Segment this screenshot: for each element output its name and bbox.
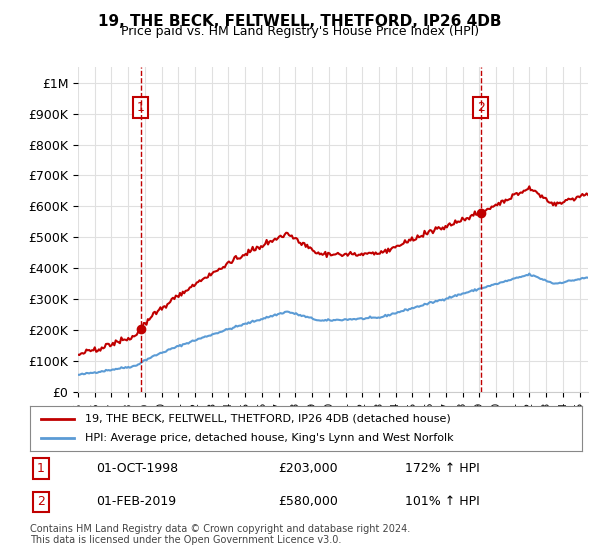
Text: 1: 1 bbox=[137, 101, 145, 114]
Text: Price paid vs. HM Land Registry's House Price Index (HPI): Price paid vs. HM Land Registry's House … bbox=[121, 25, 479, 38]
Text: 01-FEB-2019: 01-FEB-2019 bbox=[96, 496, 176, 508]
Text: £580,000: £580,000 bbox=[278, 496, 338, 508]
Text: HPI: Average price, detached house, King's Lynn and West Norfolk: HPI: Average price, detached house, King… bbox=[85, 433, 454, 444]
Text: 172% ↑ HPI: 172% ↑ HPI bbox=[406, 462, 480, 475]
Text: 1: 1 bbox=[37, 462, 45, 475]
Text: 2: 2 bbox=[37, 496, 45, 508]
Text: 101% ↑ HPI: 101% ↑ HPI bbox=[406, 496, 480, 508]
Text: 01-OCT-1998: 01-OCT-1998 bbox=[96, 462, 178, 475]
Text: Contains HM Land Registry data © Crown copyright and database right 2024.
This d: Contains HM Land Registry data © Crown c… bbox=[30, 524, 410, 545]
Text: 2: 2 bbox=[477, 101, 485, 114]
Text: £203,000: £203,000 bbox=[278, 462, 338, 475]
Text: 19, THE BECK, FELTWELL, THETFORD, IP26 4DB (detached house): 19, THE BECK, FELTWELL, THETFORD, IP26 4… bbox=[85, 413, 451, 423]
Text: 19, THE BECK, FELTWELL, THETFORD, IP26 4DB: 19, THE BECK, FELTWELL, THETFORD, IP26 4… bbox=[98, 14, 502, 29]
